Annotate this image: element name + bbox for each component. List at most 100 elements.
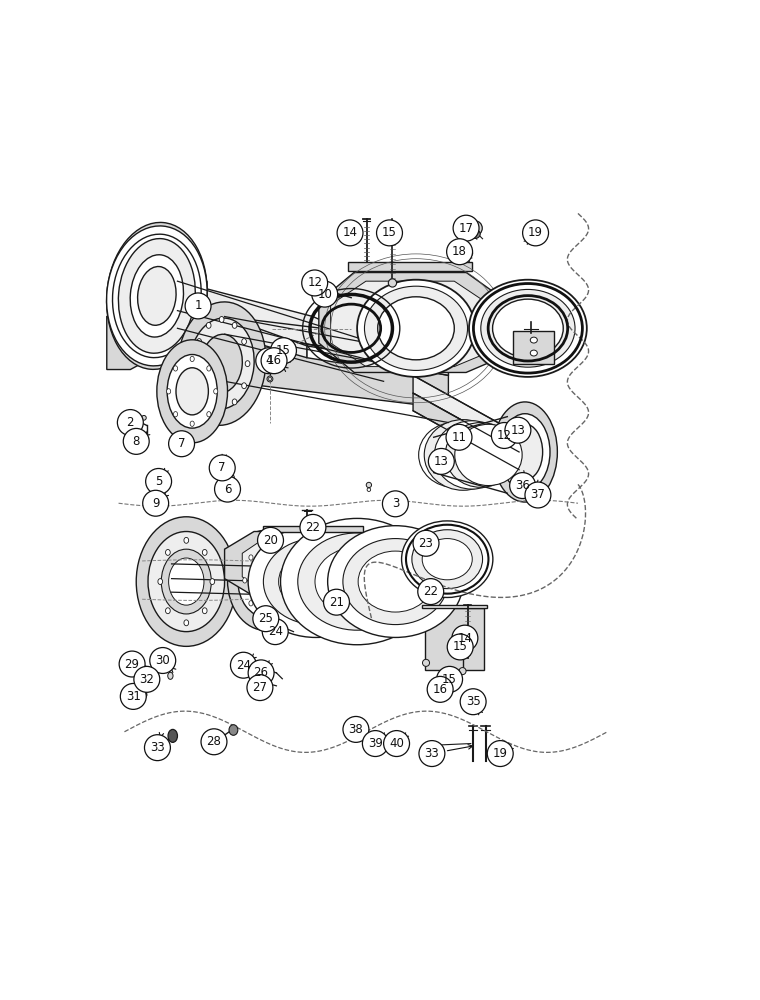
Ellipse shape [197, 383, 201, 389]
Ellipse shape [279, 601, 283, 606]
Text: 13: 13 [434, 455, 448, 468]
Circle shape [436, 666, 463, 692]
Ellipse shape [166, 608, 170, 614]
Text: 15: 15 [276, 344, 291, 357]
Ellipse shape [242, 578, 247, 583]
Polygon shape [263, 526, 363, 532]
Ellipse shape [184, 537, 188, 543]
Ellipse shape [394, 739, 406, 746]
Ellipse shape [166, 389, 171, 394]
Ellipse shape [315, 547, 399, 616]
Text: 7: 7 [218, 461, 226, 474]
Circle shape [258, 527, 283, 553]
Ellipse shape [206, 399, 211, 405]
Polygon shape [513, 331, 555, 364]
Text: 14: 14 [343, 226, 357, 239]
Ellipse shape [119, 239, 195, 353]
Ellipse shape [280, 518, 434, 645]
Ellipse shape [112, 234, 201, 358]
Ellipse shape [202, 608, 207, 614]
Text: 17: 17 [458, 222, 473, 235]
Ellipse shape [469, 280, 587, 377]
Text: 13: 13 [511, 424, 525, 437]
Circle shape [119, 651, 145, 677]
Ellipse shape [214, 389, 218, 394]
Text: 18: 18 [452, 245, 467, 258]
Ellipse shape [148, 532, 225, 632]
Ellipse shape [285, 342, 293, 351]
Text: 33: 33 [150, 741, 165, 754]
Text: 11: 11 [451, 431, 467, 444]
Ellipse shape [492, 402, 557, 502]
Text: 38: 38 [349, 723, 363, 736]
Circle shape [230, 652, 256, 678]
Polygon shape [172, 564, 442, 582]
Ellipse shape [207, 366, 211, 371]
Ellipse shape [229, 475, 234, 480]
Text: 9: 9 [152, 497, 160, 510]
Text: 25: 25 [258, 612, 274, 625]
Circle shape [169, 431, 195, 457]
Text: 22: 22 [423, 585, 439, 598]
Circle shape [487, 741, 513, 767]
Ellipse shape [189, 318, 254, 409]
Ellipse shape [470, 230, 480, 238]
Circle shape [256, 348, 282, 374]
Ellipse shape [472, 707, 481, 713]
Ellipse shape [125, 251, 189, 341]
Ellipse shape [166, 549, 170, 555]
Ellipse shape [378, 297, 454, 360]
Polygon shape [225, 317, 448, 375]
Text: 16: 16 [432, 683, 448, 696]
Ellipse shape [168, 729, 177, 742]
Ellipse shape [210, 579, 214, 585]
Circle shape [429, 448, 454, 474]
Text: 10: 10 [317, 288, 332, 301]
Ellipse shape [233, 399, 237, 405]
Polygon shape [106, 281, 207, 370]
Ellipse shape [445, 423, 517, 487]
Ellipse shape [130, 255, 183, 337]
Circle shape [452, 625, 478, 651]
Polygon shape [384, 346, 448, 375]
Ellipse shape [401, 521, 493, 597]
Circle shape [253, 606, 279, 632]
Ellipse shape [530, 337, 537, 343]
Circle shape [123, 428, 149, 454]
Ellipse shape [451, 680, 460, 687]
Circle shape [447, 634, 473, 660]
Text: 6: 6 [223, 483, 231, 496]
Text: 22: 22 [306, 521, 321, 534]
Ellipse shape [184, 620, 188, 626]
Text: 36: 36 [515, 479, 530, 492]
Text: 40: 40 [389, 737, 404, 750]
Ellipse shape [472, 699, 481, 705]
Ellipse shape [412, 530, 483, 589]
Text: 2: 2 [127, 416, 134, 429]
Circle shape [312, 281, 337, 307]
Text: 15: 15 [442, 673, 457, 686]
Circle shape [247, 675, 273, 701]
Polygon shape [178, 311, 384, 381]
Text: 28: 28 [207, 735, 221, 748]
Ellipse shape [227, 530, 304, 630]
Ellipse shape [358, 551, 432, 612]
Ellipse shape [388, 279, 397, 287]
Polygon shape [422, 605, 486, 608]
Text: 26: 26 [254, 666, 268, 679]
Circle shape [144, 735, 170, 761]
Circle shape [150, 648, 176, 673]
Ellipse shape [207, 412, 211, 417]
Polygon shape [225, 532, 401, 596]
Text: 37: 37 [530, 488, 546, 501]
Text: 19: 19 [492, 747, 508, 760]
Ellipse shape [173, 366, 178, 371]
Ellipse shape [197, 339, 201, 344]
Ellipse shape [419, 423, 490, 487]
Polygon shape [242, 537, 384, 592]
Text: 7: 7 [178, 437, 185, 450]
Ellipse shape [190, 356, 195, 362]
Ellipse shape [106, 222, 207, 369]
Text: 31: 31 [126, 690, 141, 703]
Circle shape [461, 689, 486, 715]
